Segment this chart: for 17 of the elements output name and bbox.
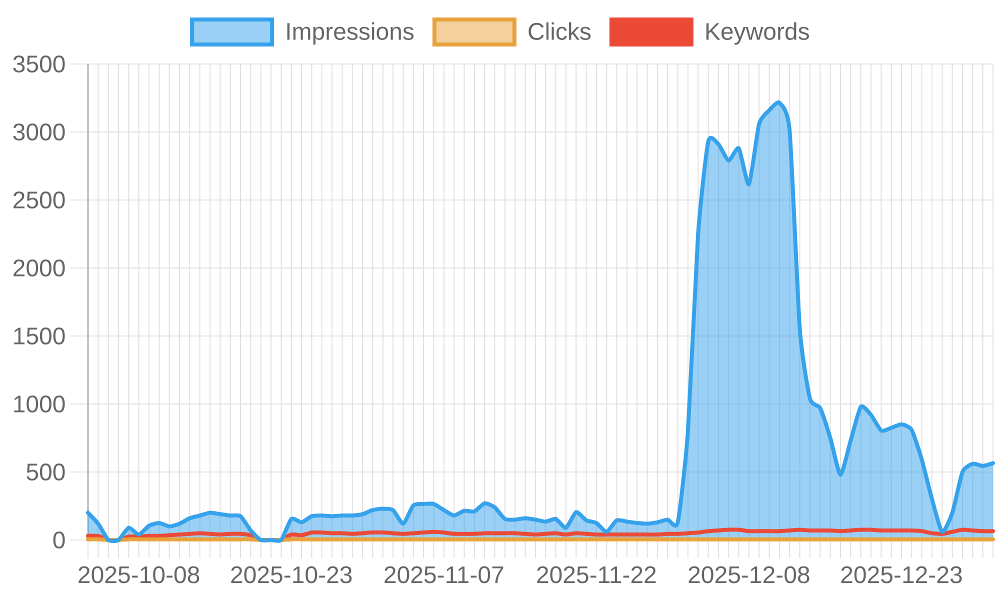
legend-label: Impressions (287, 22, 414, 45)
x-tick-label: 2025-11-07 (384, 566, 504, 584)
y-tick-label: 500 (26, 463, 65, 480)
y-tick-label: 2500 (14, 191, 65, 208)
y-tick-label: 0 (53, 531, 65, 548)
y-tick-label: 1500 (14, 327, 65, 344)
x-tick-label: 2025-10-08 (78, 566, 200, 584)
legend-label: Clicks (528, 22, 591, 40)
x-tick-label: 2025-12-08 (688, 566, 810, 584)
x-tick-label: 2025-12-23 (841, 566, 962, 584)
y-tick-label: 1000 (14, 395, 65, 412)
x-tick-label: 2025-10-23 (231, 566, 352, 584)
y-tick-label: 3500 (13, 55, 65, 72)
legend-label: Keywords (706, 22, 809, 45)
y-tick-label: 2000 (14, 259, 65, 276)
x-tick-label: 2025-11-22 (537, 566, 656, 584)
y-tick-label: 3000 (13, 123, 65, 140)
